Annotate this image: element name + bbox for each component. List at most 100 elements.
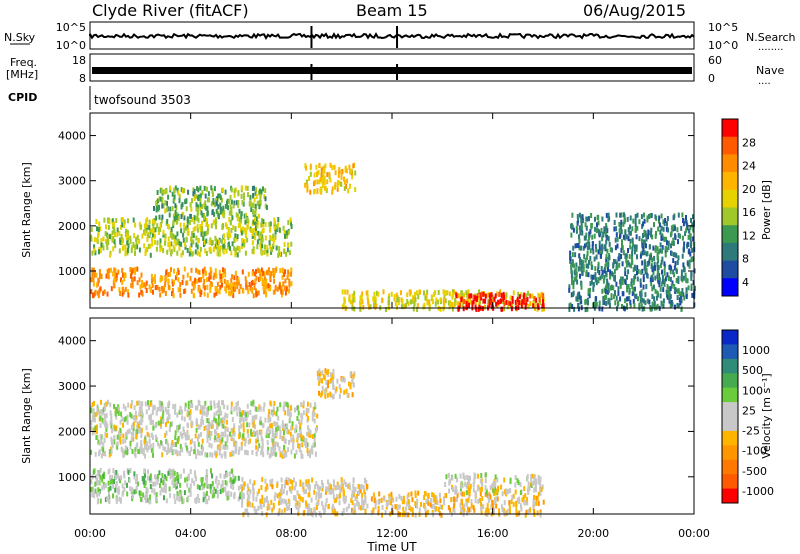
echo-cell bbox=[643, 265, 646, 271]
echo-cell bbox=[510, 306, 513, 312]
echo-cell bbox=[102, 245, 105, 251]
echo-cell bbox=[267, 446, 270, 452]
echo-cell bbox=[482, 298, 485, 304]
echo-cell bbox=[691, 247, 694, 253]
range-tick-label: 3000 bbox=[58, 380, 86, 393]
echo-cell bbox=[279, 429, 282, 435]
echo-cell bbox=[631, 284, 634, 290]
echo-cell bbox=[524, 304, 527, 310]
echo-cell bbox=[176, 472, 179, 477]
echo-cell bbox=[316, 179, 319, 185]
echo-cell bbox=[172, 219, 175, 225]
echo-cell bbox=[575, 276, 578, 282]
echo-cell bbox=[351, 300, 354, 306]
echo-cell bbox=[96, 226, 98, 232]
echo-cell bbox=[501, 504, 503, 510]
echo-cell bbox=[154, 474, 156, 480]
echo-cell bbox=[127, 289, 130, 295]
echo-cell bbox=[246, 185, 249, 191]
echo-cell bbox=[682, 218, 684, 223]
echo-cell bbox=[343, 499, 346, 505]
echo-cell bbox=[605, 239, 608, 245]
echo-cell bbox=[283, 507, 286, 513]
echo-cell bbox=[205, 270, 207, 276]
echo-cell bbox=[364, 508, 367, 514]
echo-cell bbox=[131, 277, 134, 283]
echo-cell bbox=[98, 249, 100, 255]
echo-cell bbox=[684, 218, 687, 224]
echo-cell bbox=[298, 494, 301, 499]
echo-cell bbox=[205, 230, 208, 236]
echo-cell bbox=[181, 188, 184, 194]
echo-cell bbox=[136, 266, 139, 272]
colorbar-tick-label: 28 bbox=[742, 136, 756, 149]
echo-cell bbox=[167, 470, 170, 476]
echo-cell bbox=[176, 412, 179, 418]
echo-cell bbox=[252, 399, 255, 405]
echo-cell bbox=[411, 507, 414, 513]
echo-cell bbox=[439, 498, 442, 504]
colorbar-tick-label: 100 bbox=[742, 384, 763, 397]
echo-cell bbox=[345, 184, 347, 189]
echo-cell bbox=[317, 169, 320, 175]
echo-cell bbox=[103, 289, 106, 295]
echo-cell bbox=[267, 283, 270, 289]
echo-cell bbox=[273, 226, 276, 231]
echo-cell bbox=[648, 244, 651, 250]
echo-cell bbox=[225, 248, 228, 254]
echo-cell bbox=[467, 475, 470, 481]
echo-cell bbox=[342, 491, 345, 497]
echo-cell bbox=[627, 284, 630, 289]
echo-cell bbox=[252, 430, 255, 436]
echo-cell bbox=[260, 485, 263, 491]
echo-cell bbox=[349, 169, 352, 174]
echo-cell bbox=[619, 279, 622, 285]
echo-cell bbox=[207, 224, 210, 230]
echo-cell bbox=[605, 301, 608, 306]
echo-cell bbox=[480, 506, 483, 512]
echo-cell bbox=[264, 285, 267, 290]
echo-cell bbox=[96, 424, 98, 430]
echo-cell bbox=[215, 475, 218, 481]
echo-cell bbox=[262, 422, 265, 428]
echo-cell bbox=[218, 251, 221, 257]
echo-cell bbox=[621, 239, 623, 245]
echo-cell bbox=[291, 485, 294, 491]
echo-cell bbox=[645, 251, 648, 257]
echo-cell bbox=[374, 504, 377, 510]
echo-cell bbox=[215, 224, 217, 230]
echo-cell bbox=[675, 278, 678, 283]
echo-cell bbox=[236, 252, 239, 258]
echo-cell bbox=[163, 482, 166, 488]
echo-cell bbox=[232, 479, 235, 485]
echo-cell bbox=[171, 291, 173, 297]
echo-cell bbox=[571, 303, 574, 309]
echo-cell bbox=[205, 217, 208, 223]
echo-cell bbox=[509, 488, 512, 494]
echo-cell bbox=[538, 297, 541, 303]
echo-cell bbox=[133, 233, 136, 239]
echo-cell bbox=[306, 448, 309, 453]
echo-cell bbox=[124, 247, 127, 253]
echo-cell bbox=[183, 416, 186, 422]
echo-cell bbox=[398, 494, 401, 500]
echo-cell bbox=[454, 297, 457, 303]
echo-cell bbox=[396, 297, 399, 303]
echo-cell bbox=[680, 294, 682, 300]
echo-cell bbox=[243, 481, 246, 487]
echo-cell bbox=[531, 481, 534, 487]
echo-cell bbox=[174, 203, 177, 209]
echo-cell bbox=[245, 450, 248, 455]
echo-cell bbox=[171, 440, 174, 445]
echo-cell bbox=[280, 289, 283, 295]
echo-cell bbox=[195, 202, 198, 208]
echo-cell bbox=[97, 480, 100, 486]
echo-cell bbox=[478, 295, 481, 301]
echo-cell bbox=[189, 276, 192, 282]
echo-cell bbox=[253, 285, 256, 290]
echo-cell bbox=[217, 245, 220, 251]
echo-cell bbox=[115, 277, 118, 283]
echo-cell bbox=[632, 267, 635, 273]
echo-cell bbox=[122, 422, 124, 428]
echo-cell bbox=[221, 224, 224, 230]
